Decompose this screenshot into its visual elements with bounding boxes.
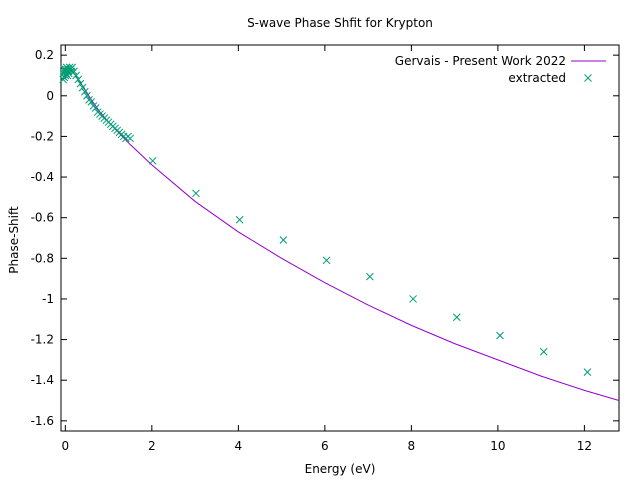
y-tick-label: -1.2 (31, 333, 54, 347)
plot-frame (60, 44, 620, 432)
y-tick-label: 0.2 (35, 48, 54, 62)
data-point (68, 63, 77, 72)
y-tick-label: 0 (46, 89, 54, 103)
legend: Gervais - Present Work 2022 extracted (395, 54, 606, 85)
data-point (70, 67, 78, 76)
data-point (72, 71, 80, 80)
legend-label: extracted (508, 71, 566, 85)
x-tick-label: 4 (235, 439, 243, 453)
data-point (76, 79, 85, 88)
data-point (87, 98, 96, 106)
data-point (279, 236, 288, 244)
data-point (192, 189, 200, 198)
chart-title: S-wave Phase Shfit for Krypton (247, 16, 433, 30)
data-point (452, 313, 461, 322)
x-axis: 0 2 4 6 8 10 12 (62, 45, 592, 453)
data-point (409, 295, 417, 303)
y-axis-title: Phase-Shift (7, 206, 21, 274)
data-point (126, 134, 135, 143)
data-point (583, 368, 592, 376)
data-point (365, 272, 374, 281)
legend-marker-swatch (584, 74, 592, 82)
y-tick-label: -0.2 (31, 129, 54, 143)
x-axis-title: Energy (eV) (305, 462, 376, 476)
x-tick-label: 12 (577, 439, 592, 453)
y-tick-label: -0.4 (31, 170, 54, 184)
data-point (78, 83, 87, 92)
legend-label: Gervais - Present Work 2022 (395, 54, 566, 68)
y-tick-label: -0.6 (31, 211, 54, 225)
x-tick-label: 8 (408, 439, 416, 453)
y-tick-label: -1 (42, 292, 54, 306)
y-tick-label: -1.6 (31, 414, 54, 428)
x-tick-label: 2 (148, 439, 156, 453)
data-point (91, 104, 100, 112)
data-point (80, 87, 89, 96)
data-point (539, 347, 548, 356)
series-layer (59, 63, 620, 402)
x-tick-label: 10 (490, 439, 505, 453)
data-point (74, 75, 83, 84)
data-point (61, 71, 70, 80)
data-point (148, 156, 157, 165)
y-axis: 0.2 0 -0.2 -0.4 -0.6 -0.8 -1 -1.2 -1.4 -1.6 (31, 48, 619, 428)
y-tick-label: -1.4 (31, 373, 54, 387)
data-point (322, 256, 331, 265)
x-tick-label: 6 (321, 439, 329, 453)
x-tick-label: 0 (62, 439, 70, 453)
data-point (496, 331, 504, 340)
data-point (83, 91, 91, 100)
plot-area (60, 44, 620, 432)
y-tick-label: -0.8 (31, 251, 54, 265)
data-point (235, 215, 244, 224)
